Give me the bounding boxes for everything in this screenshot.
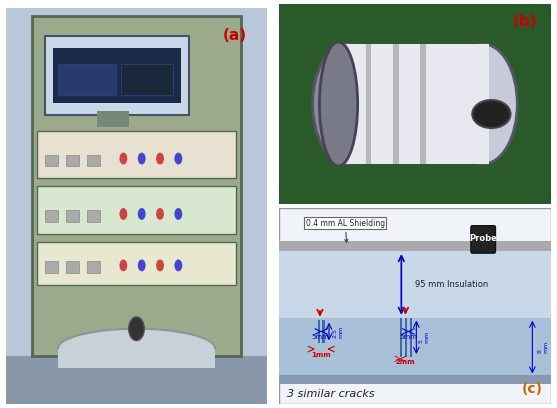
Ellipse shape (312, 44, 381, 164)
Bar (366, 44, 372, 164)
Bar (409, 318, 412, 357)
Text: 0.4 mm AL Shielding: 0.4 mm AL Shielding (306, 219, 385, 242)
Text: 5mm: 5mm (312, 334, 330, 339)
Ellipse shape (449, 44, 517, 164)
Text: (b): (b) (513, 14, 538, 29)
Bar (421, 44, 426, 164)
Bar (32, 16, 241, 357)
Circle shape (156, 153, 164, 164)
Bar (37, 242, 236, 285)
Bar (400, 318, 402, 357)
Circle shape (174, 153, 182, 164)
Bar (278, 375, 551, 384)
Bar (58, 64, 115, 95)
Bar (87, 155, 100, 166)
Bar (45, 155, 58, 166)
Bar (278, 251, 551, 318)
Text: (a): (a) (222, 28, 246, 43)
Circle shape (138, 153, 145, 164)
FancyBboxPatch shape (471, 226, 496, 253)
Text: 2mm: 2mm (395, 359, 415, 365)
Bar (322, 320, 325, 343)
Bar (66, 262, 79, 273)
Circle shape (138, 208, 145, 220)
Text: Probe: Probe (469, 234, 497, 243)
Bar (278, 318, 551, 377)
Bar (393, 44, 399, 164)
Bar (6, 357, 267, 404)
Bar (66, 155, 79, 166)
Bar (97, 111, 129, 127)
Circle shape (156, 259, 164, 271)
Text: (c): (c) (522, 382, 543, 396)
Bar (318, 320, 320, 343)
Bar (53, 48, 181, 103)
Text: 5
mm: 5 mm (419, 331, 430, 344)
Circle shape (119, 208, 128, 220)
Bar (87, 262, 100, 273)
Ellipse shape (58, 329, 215, 368)
Circle shape (129, 317, 144, 341)
Bar (87, 210, 100, 222)
Bar (346, 44, 483, 164)
Bar (121, 64, 173, 95)
Circle shape (472, 100, 510, 128)
Bar (66, 210, 79, 222)
Text: 3 similar cracks: 3 similar cracks (287, 389, 374, 399)
Bar (45, 36, 189, 115)
Bar (404, 318, 407, 357)
Text: 95 mm Insulation: 95 mm Insulation (415, 280, 488, 289)
Text: 2.5
mm: 2.5 mm (333, 325, 343, 337)
Text: 1mm: 1mm (311, 352, 331, 358)
Circle shape (119, 153, 128, 164)
Text: 8
mm: 8 mm (538, 341, 549, 353)
Bar (339, 44, 488, 164)
Circle shape (119, 259, 128, 271)
Bar (37, 131, 236, 178)
Circle shape (174, 259, 182, 271)
Bar (45, 262, 58, 273)
Bar (278, 242, 551, 251)
Ellipse shape (320, 42, 358, 166)
Bar (45, 210, 58, 222)
Bar (37, 186, 236, 234)
Circle shape (156, 208, 164, 220)
Bar (58, 348, 215, 368)
Text: 5mm: 5mm (399, 334, 417, 339)
Circle shape (138, 259, 145, 271)
Circle shape (174, 208, 182, 220)
